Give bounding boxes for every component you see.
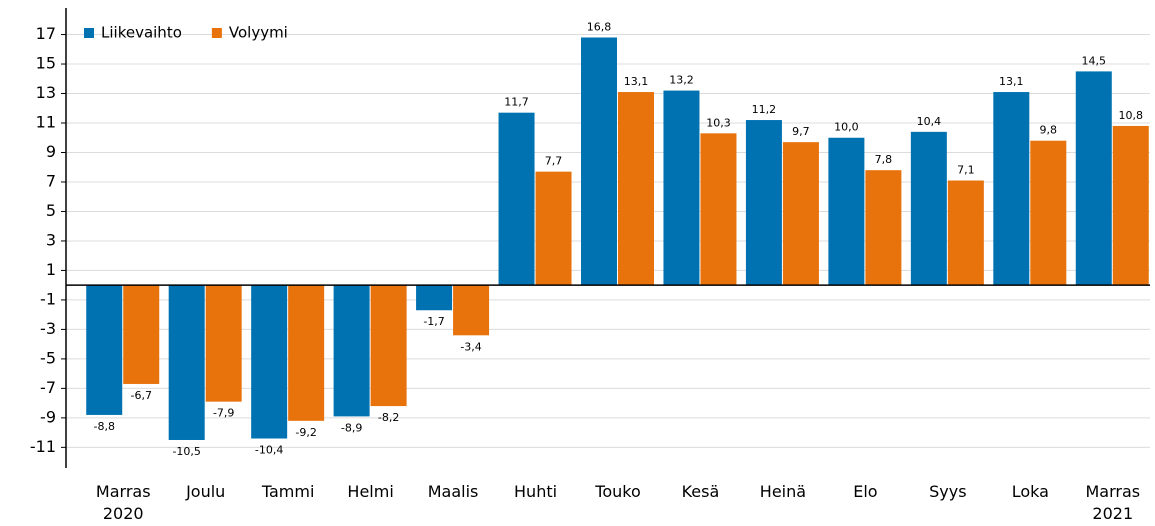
bar (535, 171, 572, 286)
x-tick-label: Marras 2021 (1085, 482, 1140, 523)
bar (168, 285, 205, 440)
bar (333, 285, 370, 417)
bar (993, 92, 1030, 286)
value-label: -6,7 (130, 389, 151, 402)
bar (618, 92, 654, 286)
x-tick-label: Elo (853, 482, 877, 501)
y-tick-label: 17 (36, 24, 56, 43)
bar (370, 285, 407, 407)
value-label: 14,5 (1082, 54, 1107, 67)
x-tick-label: Huhti (514, 482, 557, 501)
x-tick-label: Tammi (261, 482, 315, 501)
bar (663, 90, 700, 286)
value-label: 10,3 (706, 116, 731, 129)
legend-swatch (84, 28, 94, 38)
y-tick-label: 15 (36, 54, 56, 73)
x-tick-label: Maalis (428, 482, 479, 501)
value-label: -10,4 (255, 444, 283, 457)
value-label: 9,8 (1040, 124, 1058, 137)
value-label: -1,7 (423, 315, 444, 328)
y-tick-label: 1 (46, 260, 56, 279)
bar (251, 285, 288, 439)
y-tick-label: 13 (36, 83, 56, 102)
bar (745, 120, 782, 286)
x-tick-label: Touko (594, 482, 640, 501)
value-label: 11,7 (504, 96, 529, 109)
y-tick-label: -3 (40, 319, 56, 338)
value-label: 9,7 (792, 125, 810, 138)
y-tick-label: -11 (30, 437, 56, 456)
value-label: -8,2 (378, 411, 399, 424)
value-label: -3,4 (460, 340, 481, 353)
y-tick-label: -1 (40, 289, 56, 308)
legend-swatch (211, 28, 222, 38)
y-tick-label: -5 (40, 348, 56, 367)
value-label: 10,4 (917, 115, 942, 128)
legend-label: Liikevaihto (101, 24, 182, 42)
y-tick-label: 3 (46, 230, 56, 249)
x-tick-label: Loka (1012, 482, 1049, 501)
x-tick-label: Heinä (760, 482, 806, 501)
value-label: 7,1 (957, 164, 975, 177)
bar (123, 285, 160, 384)
bar (205, 285, 242, 402)
value-label: -8,9 (341, 421, 362, 434)
x-tick-label: Joulu (185, 482, 225, 501)
value-label: 7,7 (545, 155, 563, 168)
bar (1075, 71, 1112, 286)
bar (828, 137, 865, 286)
bar (288, 285, 325, 421)
x-tick-label: Syys (929, 482, 966, 501)
value-label: 10,0 (834, 121, 859, 134)
value-label: -9,2 (295, 426, 316, 439)
bar (700, 133, 737, 286)
y-tick-label: 5 (46, 201, 56, 220)
x-tick-label: Helmi (347, 482, 393, 501)
y-tick-label: 11 (36, 113, 56, 132)
bar (498, 112, 535, 286)
value-label: 7,8 (875, 153, 893, 166)
x-tick-label: Marras 2020 (96, 482, 151, 523)
bar (910, 131, 947, 286)
bar (865, 170, 902, 286)
value-label: -7,9 (213, 407, 234, 420)
bar (1112, 125, 1149, 286)
bar (581, 37, 617, 286)
bar (453, 285, 490, 336)
value-label: 16,8 (587, 20, 612, 33)
bar (1030, 140, 1067, 286)
bar (782, 142, 819, 286)
y-tick-label: -9 (40, 407, 56, 426)
legend-label: Volyymi (229, 24, 288, 42)
y-tick-label: 9 (46, 142, 56, 161)
value-label: 13,2 (669, 74, 694, 87)
value-label: -8,8 (93, 420, 114, 433)
bar (86, 285, 123, 415)
value-label: 13,1 (624, 75, 649, 88)
bar (947, 180, 984, 286)
bar (416, 285, 453, 311)
value-label: -10,5 (172, 445, 200, 458)
value-label: 13,1 (999, 75, 1024, 88)
y-tick-label: -7 (40, 378, 56, 397)
value-label: 11,2 (752, 103, 777, 116)
y-tick-label: 7 (46, 171, 56, 190)
x-tick-label: Kesä (682, 482, 720, 501)
value-label: 10,8 (1119, 109, 1144, 122)
